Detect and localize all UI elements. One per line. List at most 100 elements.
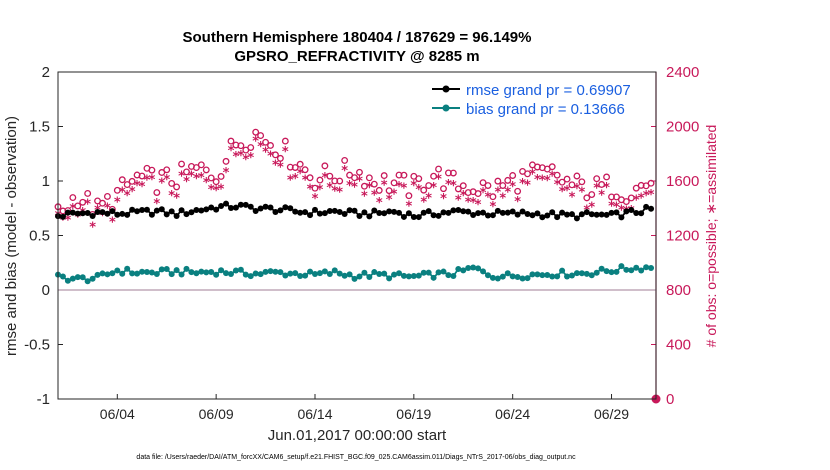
rmse-series-marker	[64, 209, 71, 216]
bias-series-marker	[84, 278, 91, 285]
assimilated-obs-marker: *	[410, 179, 417, 194]
y-tick-label: 0.5	[29, 228, 50, 245]
bias-series-marker	[242, 271, 249, 278]
bias-series-marker	[484, 272, 491, 279]
assimilated-obs-marker: *	[415, 183, 422, 198]
assimilated-obs-marker: *	[603, 181, 610, 196]
possible-obs-marker	[291, 164, 299, 171]
assimilated-obs-marker: *	[183, 175, 190, 190]
assimilated-obs-marker: *	[302, 174, 309, 189]
possible-obs-marker	[306, 174, 314, 182]
chart-subtitle: GPSRO_REFRACTIVITY @ 8285 m	[234, 48, 479, 65]
bias-series-marker	[445, 272, 452, 279]
rmse-series-marker	[455, 207, 462, 214]
bias-series-marker	[480, 268, 487, 275]
rmse-series-marker	[252, 207, 259, 214]
bias-series-marker	[143, 268, 150, 275]
assimilated-obs-marker: *	[153, 197, 160, 212]
rmse-series-marker	[223, 200, 230, 207]
assimilated-obs-marker: *	[208, 183, 215, 198]
assimilated-obs-marker: *	[564, 184, 571, 199]
rmse-series-marker	[480, 209, 487, 216]
possible-obs-marker	[79, 198, 87, 206]
legend-rmse-label: rmse grand pr = 0.69907	[466, 82, 631, 99]
x-tick-label: 06/14	[297, 406, 332, 422]
bias-series-marker	[232, 267, 239, 274]
rmse-series-marker	[168, 208, 175, 215]
rmse-series-marker	[89, 213, 96, 220]
bias-series-marker	[64, 277, 71, 284]
assimilated-obs-marker: *	[480, 186, 487, 201]
bias-series-marker	[573, 270, 580, 277]
possible-obs-marker	[316, 176, 324, 184]
assimilated-obs-marker: *	[341, 164, 348, 179]
possible-obs-marker	[568, 181, 576, 189]
assimilated-obs-marker: *	[139, 180, 146, 195]
possible-obs-marker	[489, 193, 497, 201]
assimilated-obs-marker: *	[608, 199, 615, 214]
rmse-series-marker	[297, 209, 304, 216]
assimilated-obs-marker: *	[539, 174, 546, 189]
bias-series-marker	[475, 265, 482, 272]
possible-obs-marker	[370, 180, 378, 188]
bias-series-marker	[489, 274, 496, 281]
rmse-series-marker	[139, 206, 146, 213]
rmse-series-marker	[232, 204, 239, 211]
possible-obs-marker	[99, 199, 106, 207]
assimilated-obs-marker: *	[257, 140, 264, 155]
rmse-series-marker	[366, 213, 373, 220]
possible-obs-marker	[484, 182, 492, 189]
assimilated-obs-marker: *	[198, 171, 205, 186]
assimilated-obs-marker: *	[351, 180, 358, 195]
bias-series-marker	[321, 268, 328, 275]
possible-obs-marker	[237, 142, 245, 150]
assimilated-obs-marker: *	[247, 151, 254, 166]
possible-obs-marker	[272, 151, 279, 159]
assimilated-obs-marker: *	[297, 167, 304, 182]
rmse-series-marker	[613, 209, 620, 216]
rmse-series-marker	[351, 207, 358, 214]
rmse-series-marker	[148, 211, 155, 218]
rmse-series-marker	[99, 209, 106, 216]
possible-obs-marker	[217, 173, 225, 180]
bias-series-marker	[524, 275, 531, 282]
assimilated-obs-marker: *	[578, 185, 585, 200]
assimilated-obs-marker: *	[277, 161, 284, 176]
assimilated-obs-marker: *	[282, 145, 289, 160]
rmse-series-marker	[198, 207, 205, 214]
y-right-tick-label: 2400	[666, 64, 699, 81]
possible-obs-marker	[84, 190, 92, 197]
possible-obs-marker	[573, 172, 581, 180]
assimilated-obs-marker: *	[569, 191, 576, 206]
rmse-series-marker	[361, 209, 368, 216]
assimilated-obs-marker: *	[99, 209, 106, 224]
y-tick-label: -0.5	[24, 337, 50, 354]
assimilated-obs-marker: *	[519, 177, 526, 192]
bias-series-marker	[158, 266, 165, 273]
bias-series-marker	[163, 266, 170, 273]
assimilated-obs-marker: *	[440, 192, 447, 207]
rmse-series-marker	[386, 208, 393, 215]
possible-obs-marker	[420, 186, 428, 194]
bias-series-marker	[608, 269, 615, 276]
rmse-series-marker	[396, 209, 403, 216]
bias-series-marker	[331, 267, 338, 274]
assimilated-obs-marker: *	[223, 166, 230, 181]
possible-obs-marker	[281, 137, 289, 145]
possible-obs-marker	[440, 185, 447, 193]
rmse-series-marker	[153, 207, 160, 214]
possible-obs-marker	[627, 194, 635, 202]
possible-obs-marker	[563, 175, 571, 183]
possible-obs-marker	[385, 187, 393, 195]
rmse-series-marker	[519, 208, 526, 215]
rmse-series-marker	[524, 210, 531, 217]
possible-obs-marker	[148, 166, 156, 174]
y-right-tick-label: 400	[666, 337, 691, 354]
rmse-series-marker	[554, 214, 561, 221]
possible-obs-marker	[405, 192, 413, 200]
rmse-series-marker	[272, 209, 279, 216]
assimilated-obs-marker: *	[504, 185, 511, 200]
possible-obs-marker	[252, 128, 260, 136]
bias-series-marker	[425, 269, 432, 276]
